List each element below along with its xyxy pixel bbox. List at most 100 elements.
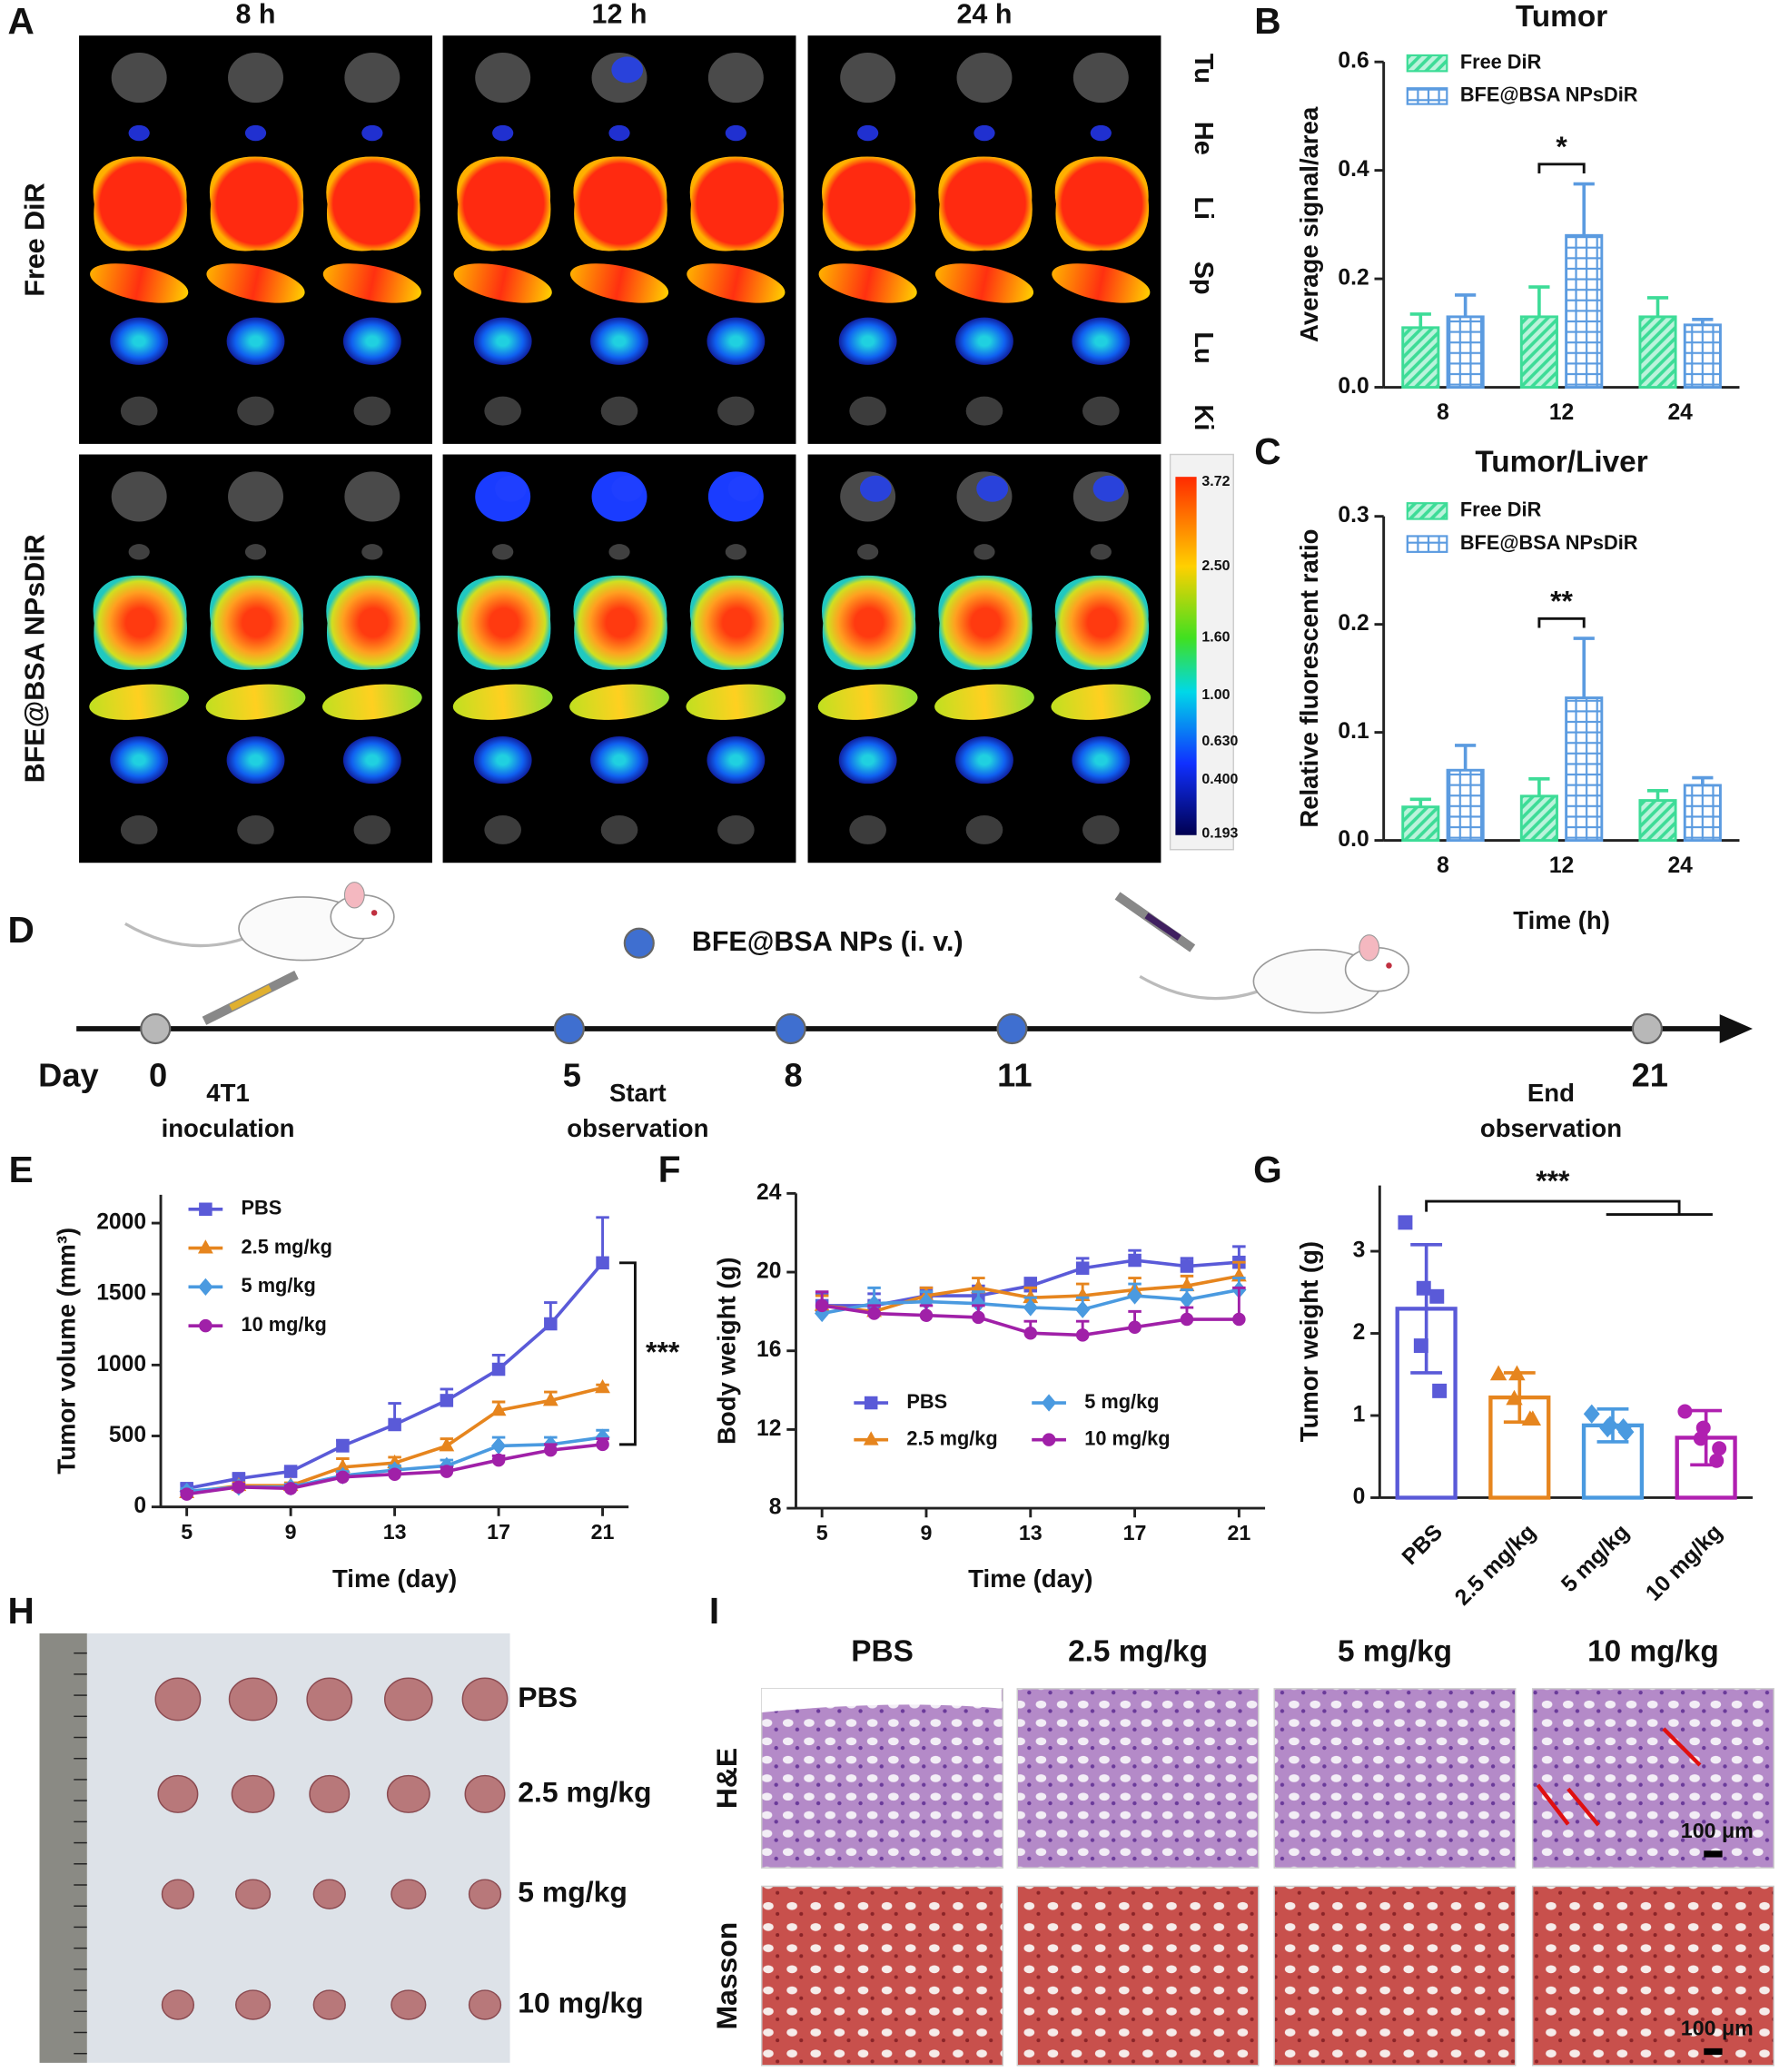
tumor-photo xyxy=(309,1774,351,1813)
y-tick-label: 0.0 xyxy=(1338,827,1369,852)
y-axis-label: Body weight (g) xyxy=(713,1257,741,1445)
liver-organ xyxy=(209,575,304,670)
x-tick-label: 17 xyxy=(487,1520,510,1544)
heart-organ xyxy=(974,544,995,560)
tumor-photo xyxy=(235,1879,272,1909)
red-arrow xyxy=(1662,1727,1702,1767)
marker xyxy=(388,1417,401,1432)
tumor-signal xyxy=(611,475,644,502)
kidney-organ xyxy=(600,396,638,426)
tumor-photo xyxy=(312,1989,346,2020)
lung-organ xyxy=(838,735,897,784)
tumor-signal xyxy=(859,475,892,502)
panel-letter: E xyxy=(9,1149,34,1190)
marker xyxy=(490,1402,507,1416)
marker xyxy=(815,1298,829,1313)
spleen-organ xyxy=(89,684,190,720)
legend-label: PBS xyxy=(906,1390,947,1413)
histology-image xyxy=(1273,1688,1517,1869)
tumor-photo xyxy=(312,1879,346,1909)
marker xyxy=(1179,1290,1195,1308)
organ-label: Ki xyxy=(1189,404,1218,430)
colorbar-label: 0.630 xyxy=(1201,734,1238,749)
liver-organ xyxy=(573,575,667,670)
marker xyxy=(440,1394,454,1407)
heart-organ xyxy=(608,544,630,560)
x-tick-label: 17 xyxy=(1123,1521,1147,1544)
marker xyxy=(867,1307,881,1320)
group-label: BFE@BSA NPsDiR xyxy=(20,534,51,783)
ruler xyxy=(39,1633,87,2063)
tumor-photo xyxy=(235,1989,272,2020)
histology-image xyxy=(1531,1885,1774,2067)
x-tick-label: 8 xyxy=(1437,853,1449,878)
organ-label: Lu xyxy=(1189,331,1218,363)
marker xyxy=(491,1453,506,1467)
significance-label: ** xyxy=(1550,584,1573,617)
y-tick-label: 2000 xyxy=(96,1210,146,1235)
kidney-organ xyxy=(484,815,522,844)
column-label: 2.5 mg/kg xyxy=(1068,1634,1208,1668)
x-tick-label: 5 mg/kg xyxy=(1557,1520,1634,1597)
bar xyxy=(1519,794,1558,843)
spleen-organ xyxy=(205,684,306,720)
colorbar-label: 0.400 xyxy=(1201,772,1238,787)
marker xyxy=(595,1379,610,1394)
liver-organ xyxy=(689,156,785,252)
x-axis-label: Time (h) xyxy=(1513,906,1610,934)
timeline-node xyxy=(553,1012,585,1045)
bar xyxy=(1565,233,1604,389)
timeline-node xyxy=(775,1012,806,1045)
kidney-organ xyxy=(484,396,522,426)
organ-label: Sp xyxy=(1189,261,1218,295)
tumor-photo xyxy=(306,1677,353,1722)
y-tick-label: 1500 xyxy=(96,1281,146,1306)
scale-bar xyxy=(1704,2047,1723,2056)
marker xyxy=(1677,1404,1693,1419)
x-tick-label: 24 xyxy=(1667,400,1693,425)
kidney-organ xyxy=(849,396,886,426)
legend-marker xyxy=(864,1396,878,1410)
tumor-photo xyxy=(386,1774,430,1813)
error-bar xyxy=(1573,636,1595,698)
bar xyxy=(1565,696,1604,843)
x-tick-label: 2.5 mg/kg xyxy=(1450,1520,1541,1611)
marker xyxy=(1599,1418,1616,1438)
bar xyxy=(1638,315,1677,389)
legend-label: PBS xyxy=(242,1197,282,1219)
legend-marker xyxy=(1041,1394,1057,1412)
y-tick-label: 16 xyxy=(756,1337,781,1362)
time-label: 8 h xyxy=(236,0,276,29)
y-tick-label: 0.0 xyxy=(1338,374,1369,399)
day-label: 21 xyxy=(1632,1056,1668,1093)
error-bar xyxy=(1528,776,1550,796)
event-label: observation xyxy=(567,1114,708,1142)
liver-organ xyxy=(457,156,551,252)
legend-marker xyxy=(1042,1433,1056,1446)
error-bar xyxy=(1409,797,1431,807)
y-tick-label: 0 xyxy=(133,1494,146,1518)
bar xyxy=(1638,799,1677,843)
marker xyxy=(544,1317,558,1331)
panel-letter: D xyxy=(8,909,35,951)
liver-organ xyxy=(326,575,420,670)
marker xyxy=(1693,1431,1708,1446)
liver-organ xyxy=(93,575,187,670)
spleen-organ xyxy=(453,263,552,303)
marker xyxy=(1180,1259,1194,1273)
marker xyxy=(1128,1320,1142,1334)
y-axis-label: Tumor weight (g) xyxy=(1295,1241,1323,1442)
tumor-photo xyxy=(468,1989,502,2020)
marker xyxy=(232,1480,246,1495)
mouse-tail xyxy=(124,922,244,948)
heart-organ xyxy=(361,124,383,142)
histology-image xyxy=(1273,1885,1517,2067)
tumor-photo xyxy=(464,1774,506,1813)
error-bar xyxy=(1528,285,1550,317)
group-label: PBS xyxy=(518,1681,578,1713)
x-tick-label: 12 xyxy=(1549,853,1574,878)
spleen-organ xyxy=(569,263,669,303)
legend-label: 10 mg/kg xyxy=(242,1313,327,1336)
y-tick-label: 0 xyxy=(1353,1485,1366,1509)
